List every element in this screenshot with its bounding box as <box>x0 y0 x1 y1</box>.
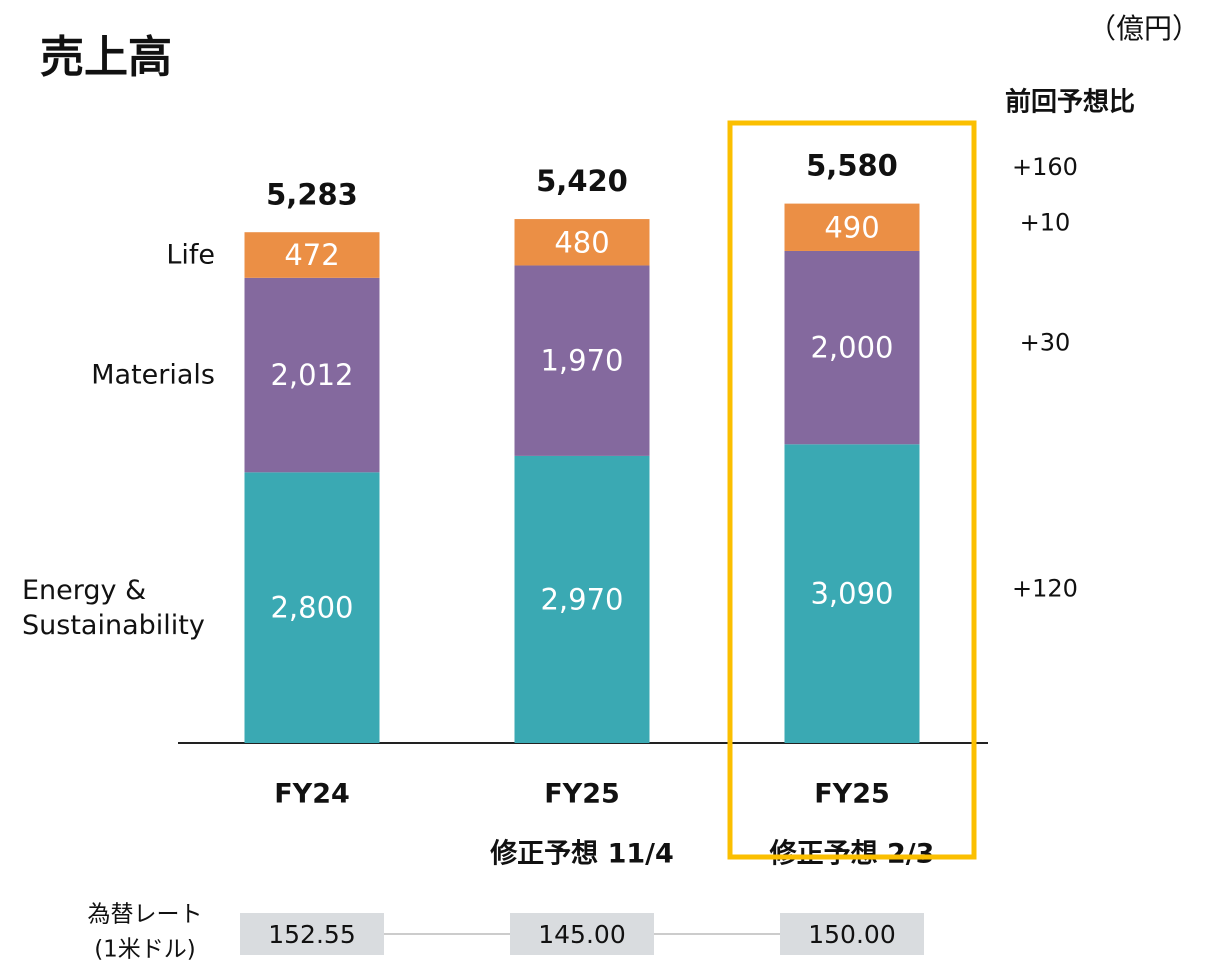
bar-segment <box>514 455 650 743</box>
category-note: 修正予想 2/3 <box>769 839 935 870</box>
total-label: 5,283 <box>266 177 358 211</box>
bar-segment <box>244 277 380 473</box>
segment-label: 2,970 <box>540 582 623 616</box>
diff-title: 前回予想比 <box>1005 87 1135 118</box>
segment-label: 3,090 <box>810 577 893 611</box>
diff-label: +30 <box>1020 329 1071 357</box>
category-label: FY25 <box>544 779 620 810</box>
segment-label: 490 <box>824 210 879 244</box>
fx-value: 145.00 <box>538 920 625 949</box>
bar-segment <box>514 265 650 456</box>
segment-label: 1,970 <box>540 344 623 378</box>
fx-value: 152.55 <box>268 920 355 949</box>
series-label: Energy & Sustainability <box>22 574 205 641</box>
diff-label: +10 <box>1020 208 1071 236</box>
fx-box <box>510 913 654 955</box>
fx-title: (1米ドル) <box>94 937 196 963</box>
segment-label: 2,012 <box>270 358 353 392</box>
bar-segment <box>784 444 920 743</box>
total-label: 5,420 <box>536 164 628 198</box>
diff-label: +120 <box>1012 575 1078 603</box>
segment-label: 2,000 <box>810 331 893 365</box>
fx-title: 為替レート <box>88 902 203 928</box>
category-label: FY25 <box>814 779 890 810</box>
bar-segment <box>784 203 920 251</box>
fx-box <box>780 913 924 955</box>
segment-label: 2,800 <box>270 591 353 625</box>
total-label: 5,580 <box>806 149 898 183</box>
category-label: FY24 <box>274 779 350 810</box>
bar-segment <box>244 232 380 278</box>
bar-segment <box>784 250 920 445</box>
segment-label: 480 <box>554 225 609 259</box>
fx-value: 150.00 <box>808 920 895 949</box>
bar-segment <box>244 472 380 743</box>
diff-total-label: +160 <box>1012 153 1078 181</box>
chart-title: 売上高 <box>40 32 172 83</box>
series-label: Materials <box>91 359 215 391</box>
category-note: 修正予想 11/4 <box>489 839 674 870</box>
bar-segment <box>514 219 650 266</box>
segment-label: 472 <box>284 238 339 272</box>
unit-label: （億円） <box>1088 12 1200 45</box>
fx-box <box>240 913 384 955</box>
highlight-box <box>727 120 977 860</box>
series-label: Life <box>166 239 215 271</box>
